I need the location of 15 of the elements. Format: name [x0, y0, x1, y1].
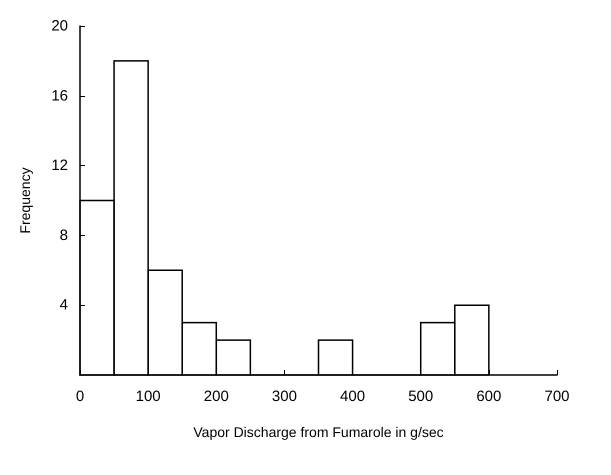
y-tick-label: 8	[60, 226, 68, 244]
x-tick-label: 600	[476, 388, 502, 405]
x-tick-label: 0	[76, 388, 84, 405]
x-tick-label: 100	[136, 388, 161, 405]
x-tick-label: 400	[340, 388, 366, 405]
x-tick-label: 500	[408, 388, 434, 405]
x-tick-label: 200	[204, 388, 229, 405]
y-axis-title: Frequency	[17, 167, 33, 234]
x-axis-title: Vapor Discharge from Fumarole in g/sec	[193, 424, 444, 440]
y-tick-label: 20	[51, 18, 68, 34]
y-tick-label: 12	[51, 157, 68, 174]
y-tick-label: 16	[51, 87, 68, 104]
x-tick-label: 300	[272, 388, 297, 405]
y-tick-label: 4	[60, 296, 68, 314]
x-tick-label: 700	[544, 388, 570, 405]
